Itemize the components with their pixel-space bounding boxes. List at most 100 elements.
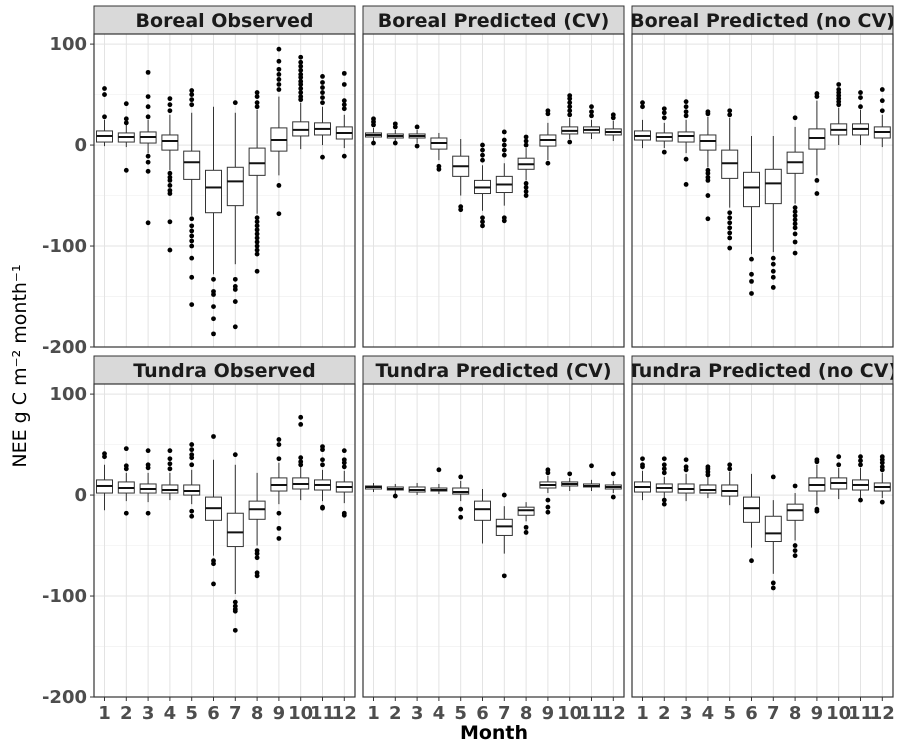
box-month-9	[808, 457, 826, 514]
outlier-point	[501, 142, 507, 148]
box-month-8	[786, 115, 804, 256]
outlier-point	[320, 100, 325, 106]
outlier-point	[167, 456, 173, 462]
outlier-point	[792, 213, 798, 219]
outlier-point	[276, 211, 282, 217]
facet-panel: Tundra Observed	[93, 355, 356, 698]
outlier-point	[298, 71, 304, 77]
box-month-5	[183, 88, 201, 307]
x-tick-label: 12	[332, 703, 357, 724]
outlier-point	[371, 116, 376, 122]
panel-border	[362, 33, 625, 348]
box-month-7	[226, 452, 244, 633]
outlier-point	[858, 458, 863, 464]
y-tick-label: -200	[42, 337, 87, 358]
box-month-3	[677, 99, 695, 187]
y-tick-label: 0	[74, 485, 87, 506]
outlier-point	[392, 121, 398, 127]
outlier-point	[320, 80, 325, 85]
box-month-7	[495, 129, 513, 224]
outlier-point	[749, 256, 754, 262]
x-tick-label: 2	[658, 703, 671, 724]
box-month-6	[474, 489, 491, 544]
box-month-12	[873, 87, 891, 148]
outlier-point	[123, 463, 129, 469]
outlier-point	[480, 152, 485, 158]
outlier-point	[341, 512, 347, 518]
outlier-point	[189, 452, 195, 458]
outlier-point	[211, 581, 216, 587]
outlier-point	[145, 159, 151, 165]
outlier-point	[232, 100, 238, 106]
outlier-point	[879, 454, 885, 460]
outlier-point	[189, 97, 195, 103]
outlier-point	[102, 451, 107, 457]
facet-strip	[631, 355, 894, 385]
box-month-4	[161, 96, 179, 253]
box-month-3	[139, 448, 157, 516]
outlier-point	[320, 95, 325, 101]
x-tick-label: 11	[848, 703, 873, 724]
box-iqr	[517, 506, 535, 516]
outlier-point	[189, 92, 195, 97]
box-month-2	[386, 483, 404, 499]
x-tick-label: 9	[273, 703, 286, 724]
y-axis-title: NEE g C m⁻² month⁻¹	[9, 264, 31, 467]
panel-background	[632, 34, 893, 347]
outlier-point	[792, 483, 798, 489]
outlier-point	[232, 276, 238, 282]
box-month-10	[830, 82, 848, 146]
outlier-point	[298, 67, 304, 73]
box-iqr	[495, 518, 513, 536]
outlier-point	[189, 223, 195, 229]
box-month-1	[634, 100, 651, 149]
outlier-point	[836, 462, 842, 468]
box-month-7	[495, 492, 513, 579]
box-month-2	[117, 101, 135, 173]
box-month-8	[517, 134, 535, 198]
outlier-point	[610, 112, 616, 118]
outlier-point	[480, 147, 485, 153]
box-month-6	[205, 434, 222, 587]
outlier-point	[341, 153, 347, 159]
box-month-8	[248, 472, 266, 579]
x-tick-label: 2	[389, 703, 402, 724]
box-month-1	[365, 482, 382, 493]
outlier-point	[858, 90, 863, 95]
box-iqr	[226, 166, 244, 207]
outlier-point	[858, 462, 863, 468]
panel-background	[94, 34, 355, 347]
outlier-point	[610, 494, 616, 500]
outlier-point	[770, 261, 776, 267]
outlier-point	[167, 461, 173, 467]
outlier-point	[123, 120, 129, 126]
outlier-point	[211, 316, 216, 322]
outlier-point	[661, 466, 667, 472]
outlier-point	[836, 82, 842, 87]
outlier-point	[276, 77, 282, 82]
outlier-point	[254, 247, 260, 253]
box-month-4	[161, 448, 179, 501]
outlier-point	[727, 225, 733, 231]
outlier-point	[501, 573, 507, 579]
outlier-point	[254, 551, 260, 557]
outlier-point	[858, 95, 863, 101]
outlier-point	[320, 457, 325, 463]
outlier-point	[102, 86, 107, 91]
box-month-6	[205, 106, 222, 337]
outlier-point	[254, 100, 260, 106]
outlier-point	[145, 104, 151, 110]
box-month-8	[517, 502, 535, 535]
outlier-point	[523, 189, 529, 194]
outlier-point	[232, 287, 238, 292]
outlier-point	[705, 170, 711, 176]
outlier-point	[211, 561, 216, 567]
y-tick-label: -100	[42, 586, 87, 607]
outlier-point	[392, 140, 398, 146]
outlier-point	[545, 497, 551, 503]
box-month-12	[873, 454, 891, 505]
outlier-point	[727, 235, 733, 241]
outlier-point	[545, 160, 551, 166]
x-tick-label: 1	[367, 703, 380, 724]
outlier-point	[123, 446, 129, 452]
